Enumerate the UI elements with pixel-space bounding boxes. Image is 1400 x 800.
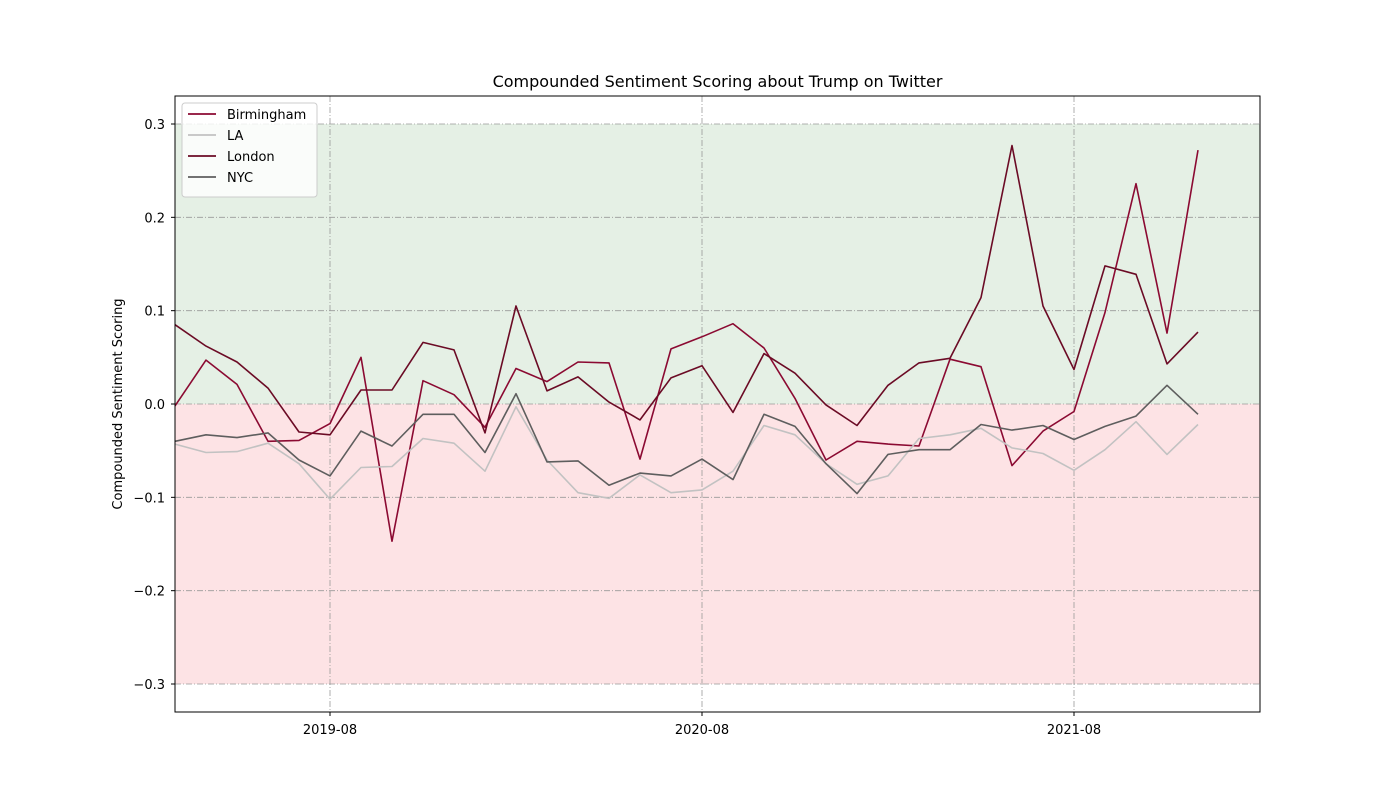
legend-label-nyc: NYC — [227, 171, 253, 186]
legend-box — [181, 102, 318, 198]
y-tick-label: −0.3 — [133, 678, 165, 693]
y-tick-label: 0.1 — [144, 305, 165, 320]
series-line-birmingham — [174, 149, 1199, 543]
grid-lines — [175, 96, 1260, 712]
sentiment-bands — [175, 124, 1260, 684]
x-axis-ticks: 2019-08 2020-08 2021-08 — [303, 712, 1101, 738]
positive-band — [175, 124, 1260, 404]
series-line-nyc — [174, 384, 1199, 495]
legend-label-london: London — [227, 150, 275, 165]
y-tick-label: 0.3 — [144, 118, 165, 133]
y-tick-label: 0.0 — [144, 398, 165, 413]
series-line-la — [174, 405, 1199, 501]
y-tick-label: −0.1 — [133, 491, 165, 506]
y-axis-title: Compounded Sentiment Scoring — [111, 298, 126, 509]
y-axis-ticks: 0.3 0.2 0.1 0.0 −0.1 −0.2 −0.3 — [133, 118, 175, 693]
series-lines — [174, 144, 1199, 543]
series-line-london — [174, 144, 1199, 436]
legend-label-birmingham: Birmingham — [227, 108, 306, 123]
negative-band — [175, 404, 1260, 684]
y-tick-label: 0.2 — [144, 211, 165, 226]
y-tick-label: −0.2 — [133, 585, 165, 600]
x-tick-label: 2021-08 — [1047, 723, 1101, 738]
legend: Birmingham LA London NYC — [181, 102, 318, 198]
legend-label-la: LA — [227, 129, 244, 144]
chart-title: Compounded Sentiment Scoring about Trump… — [493, 72, 943, 91]
x-tick-label: 2019-08 — [303, 723, 357, 738]
x-tick-label: 2020-08 — [675, 723, 729, 738]
